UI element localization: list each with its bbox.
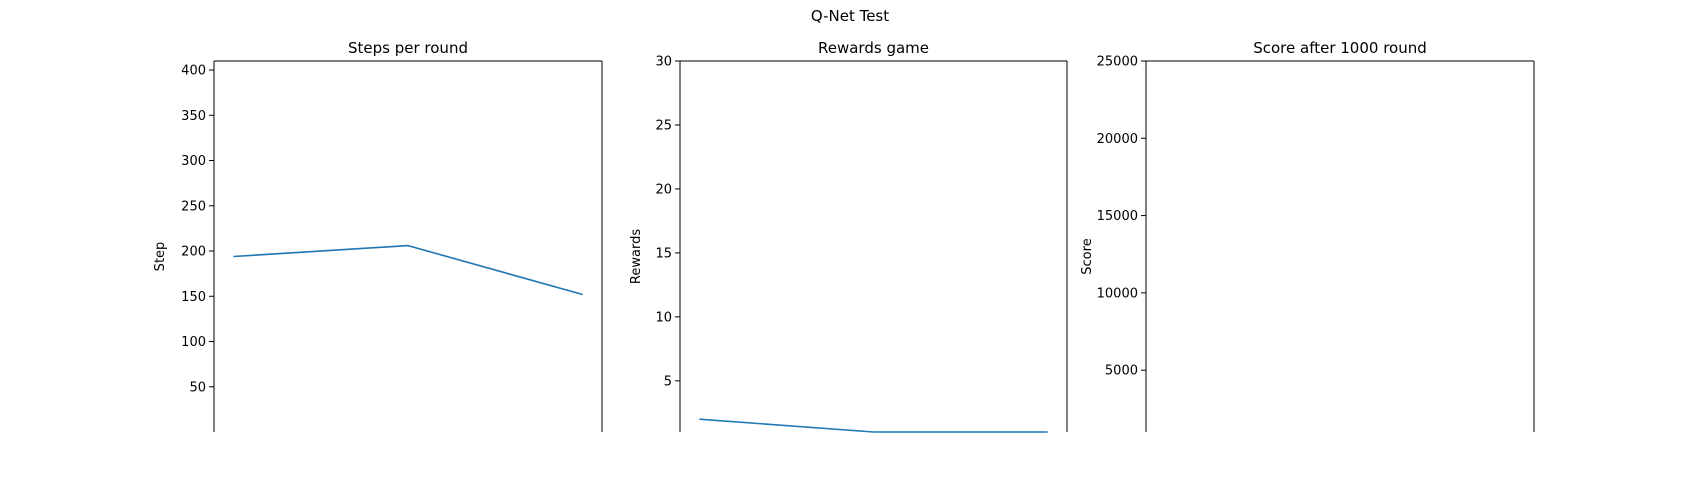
y-tick-label: 300 bbox=[181, 154, 206, 169]
chart-panel-3: Score after 1000 round 5000 10000 15000 2000… bbox=[1080, 39, 1535, 432]
y-tick-label: 25 bbox=[655, 118, 672, 133]
y-tick-label: 25000 bbox=[1097, 55, 1138, 70]
figure-suptitle: Q-Net Test bbox=[811, 7, 889, 25]
panel-title: Rewards game bbox=[818, 39, 929, 57]
y-tick-label: 50 bbox=[189, 380, 206, 395]
y-axis-label: Step bbox=[153, 242, 168, 272]
y-tick-label: 400 bbox=[181, 64, 206, 79]
y-tick-label: 15 bbox=[655, 246, 672, 261]
y-tick-label: 20000 bbox=[1097, 132, 1138, 147]
y-tick-label: 250 bbox=[181, 199, 206, 214]
y-tick-label: 350 bbox=[181, 109, 206, 124]
y-tick-label: 10 bbox=[655, 310, 672, 325]
y-tick-label: 10000 bbox=[1097, 286, 1138, 301]
y-tick-label: 100 bbox=[181, 335, 206, 350]
panel-title: Score after 1000 round bbox=[1253, 39, 1427, 57]
y-tick-label: 30 bbox=[655, 55, 672, 70]
y-tick-label: 5 bbox=[664, 374, 672, 389]
y-tick-label: 150 bbox=[181, 290, 206, 305]
y-axis-label: Score bbox=[1080, 238, 1095, 274]
y-tick-label: 5000 bbox=[1105, 364, 1138, 379]
chart-panel-2: Rewards game 5 10 15 20 25 30 Rewards bbox=[629, 39, 1068, 433]
panel-title: Steps per round bbox=[348, 39, 468, 57]
y-tick-label: 15000 bbox=[1097, 209, 1138, 224]
series-line bbox=[699, 418, 1048, 433]
series-line bbox=[233, 244, 583, 296]
y-tick-label: 200 bbox=[181, 245, 206, 260]
y-axis-label: Rewards bbox=[629, 229, 644, 284]
chart-panel-1: Steps per round 50 100 150 200 250 300 350 400 St… bbox=[153, 39, 603, 432]
y-tick-label: 20 bbox=[655, 182, 672, 197]
